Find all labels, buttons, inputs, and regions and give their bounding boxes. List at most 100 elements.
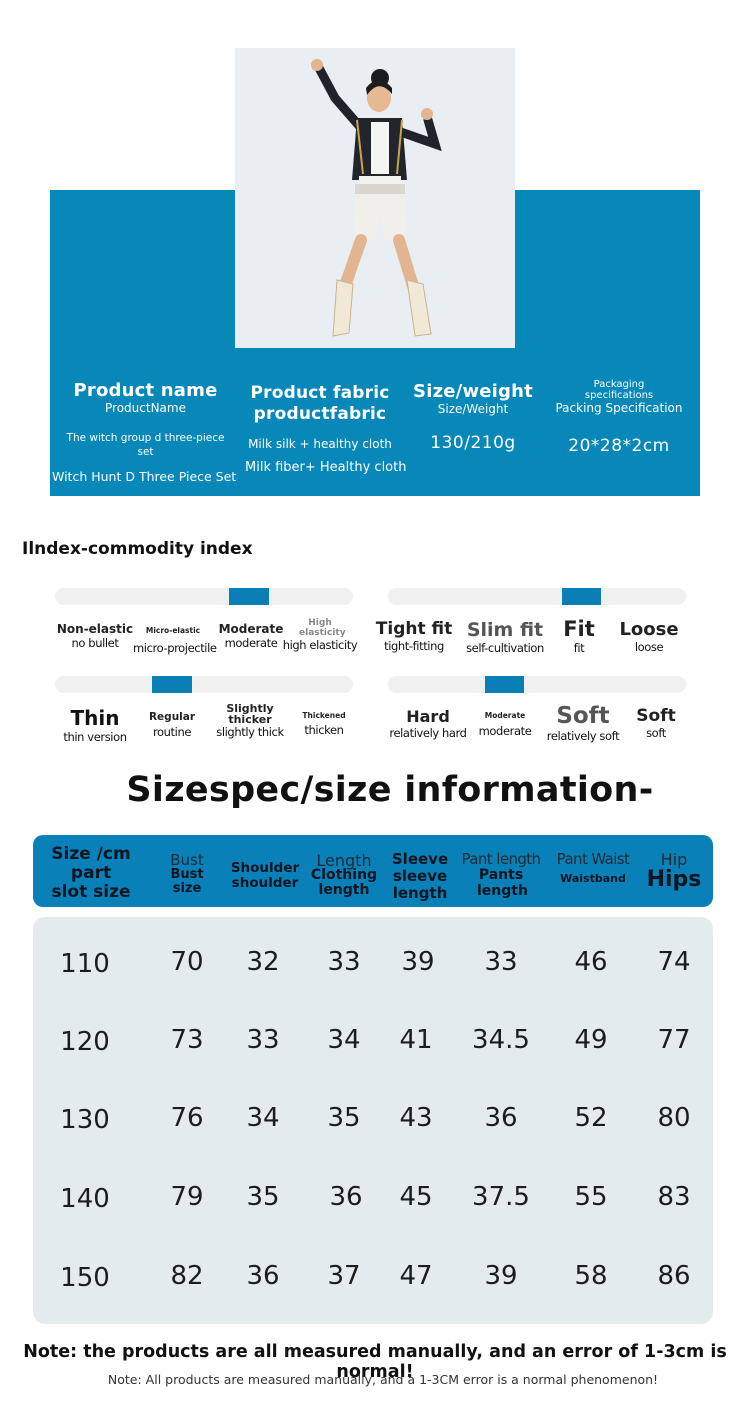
cell-shoulder: 32	[246, 947, 280, 977]
thickness-option: Slightly thicker slightly thick	[216, 702, 284, 739]
header-sleeve: Sleeve sleeve length	[391, 850, 449, 902]
cell-shoulder: 34	[246, 1103, 280, 1133]
elasticity-option: Moderate moderate	[218, 622, 284, 650]
measurement-note-sub: Note: All products are measured manually…	[107, 1372, 659, 1387]
cell-pant-waist: 52	[574, 1103, 608, 1133]
cell-length: 35	[327, 1103, 361, 1133]
product-fabric-title: Product fabric productfabric	[250, 383, 390, 424]
cell-shoulder: 35	[246, 1182, 280, 1212]
cell-length: 34	[327, 1025, 361, 1055]
cell-shoulder: 36	[246, 1261, 280, 1291]
packing-spec-title: Packaging specifications	[584, 379, 654, 401]
cell-size: 110	[60, 949, 110, 979]
thickness-option: Thin thin version	[63, 706, 127, 744]
cell-length: 33	[327, 947, 361, 977]
softness-option: Soft soft	[636, 706, 676, 740]
cell-pant-waist: 58	[574, 1261, 608, 1291]
header-size: Size /cm part slot size	[51, 844, 131, 902]
softness-option: Hard relatively hard	[389, 707, 467, 740]
fit-track	[388, 588, 686, 605]
cell-sleeve: 45	[399, 1182, 433, 1212]
cell-pant-length: 36	[484, 1103, 518, 1133]
cell-hip: 83	[657, 1182, 691, 1212]
size-weight-column: Size/weight Size/Weight 130/210g	[408, 381, 538, 453]
measurement-note: Note: the products are all measured manu…	[23, 1342, 727, 1382]
thickness-track	[55, 676, 353, 693]
size-weight-value: 130/210g	[430, 433, 516, 453]
cell-bust: 79	[170, 1182, 204, 1212]
cell-bust: 70	[170, 947, 204, 977]
elasticity-marker	[229, 588, 269, 605]
header-pant-waist: Pant Waist Waistband	[556, 850, 630, 886]
header-shoulder: Shoulder shoulder	[230, 860, 300, 891]
cell-sleeve: 41	[399, 1025, 433, 1055]
softness-option: Moderate moderate	[478, 711, 532, 738]
commodity-index-title: Ilndex-commodity index	[22, 539, 253, 559]
elasticity-option: Non-elastic no bullet	[56, 622, 134, 650]
packing-spec-subtitle: Packing Specification	[555, 401, 683, 415]
cell-bust: 82	[170, 1261, 204, 1291]
product-fabric-value-en: Milk fiber+ Healthy cloth	[245, 460, 407, 475]
cell-pant-length: 33	[484, 947, 518, 977]
cell-size: 130	[60, 1105, 110, 1135]
product-name-subtitle: ProductName	[105, 401, 186, 415]
table-row: 140 79 35 36 45 37.5 55 83	[33, 1177, 713, 1217]
cell-pant-waist: 49	[574, 1025, 608, 1055]
table-row: 120 73 33 34 41 34.5 49 77	[33, 1020, 713, 1060]
cell-sleeve: 43	[399, 1103, 433, 1133]
thickness-option: Regular routine	[148, 711, 196, 739]
header-length: Length Clothing length	[310, 851, 378, 898]
cell-pant-waist: 55	[574, 1182, 608, 1212]
cell-shoulder: 33	[246, 1025, 280, 1055]
model-figure-illustration	[235, 48, 515, 348]
header-pant-length: Pant length Pants length	[461, 850, 542, 900]
size-weight-title: Size/weight	[413, 381, 533, 402]
cell-hip: 77	[657, 1025, 691, 1055]
size-table-header: Size /cm part slot size Bust Bust size S…	[33, 835, 713, 907]
cell-size: 120	[60, 1027, 110, 1057]
cell-hip: 80	[657, 1103, 691, 1133]
size-weight-subtitle: Size/Weight	[437, 402, 509, 416]
fit-option: Fit fit	[563, 617, 595, 655]
cell-length: 36	[329, 1182, 363, 1212]
cell-bust: 73	[170, 1025, 204, 1055]
cell-hip: 86	[657, 1261, 691, 1291]
size-info-title: Sizespec/size information-	[126, 770, 654, 810]
product-fabric-value: Milk silk + healthy cloth	[248, 437, 392, 451]
softness-option: Soft relatively soft	[546, 703, 620, 743]
product-name-value-en: Witch Hunt D Three Piece Set	[52, 469, 237, 484]
table-row: 130 76 34 35 43 36 52 80	[33, 1098, 713, 1138]
elasticity-track	[55, 588, 353, 605]
packing-spec-value: 20*28*2cm	[568, 436, 670, 456]
fit-marker	[562, 588, 601, 605]
thickness-marker	[152, 676, 192, 693]
cell-pant-length: 39	[484, 1261, 518, 1291]
cell-length: 37	[327, 1261, 361, 1291]
size-table-body: 110 70 32 33 39 33 46 74 120 73 33 34 41…	[33, 917, 713, 1324]
softness-track	[388, 676, 686, 693]
cell-sleeve: 47	[399, 1261, 433, 1291]
cell-sleeve: 39	[401, 947, 435, 977]
header-bust: Bust Bust size	[170, 851, 204, 896]
product-fabric-column: Product fabric productfabric Milk silk +…	[245, 383, 407, 476]
product-name-column: Product name ProductName The witch group…	[52, 380, 236, 485]
cell-pant-waist: 46	[574, 947, 608, 977]
cell-pant-length: 34.5	[472, 1025, 530, 1055]
header-hip: Hip Hips	[646, 850, 702, 893]
fit-option: Slim fit self-cultivation	[466, 619, 544, 655]
cell-hip: 74	[657, 947, 691, 977]
product-photo	[235, 48, 515, 348]
product-name-title: Product name	[73, 380, 218, 401]
elasticity-option: High elasticity high elasticity	[282, 618, 358, 652]
packing-spec-column: Packaging specifications Packing Specifi…	[555, 379, 683, 456]
thickness-option: Thickened thicken	[302, 711, 346, 737]
cell-bust: 76	[170, 1103, 204, 1133]
fit-option: Loose loose	[619, 619, 679, 654]
cell-size: 140	[60, 1184, 110, 1214]
fit-option: Tight fit tight-fitting	[375, 619, 453, 653]
cell-size: 150	[60, 1263, 110, 1293]
product-name-value: The witch group d three-piece set	[66, 432, 225, 458]
cell-pant-length: 37.5	[472, 1182, 530, 1212]
softness-marker	[485, 676, 524, 693]
elasticity-option: Micro-elastic micro-projectile	[133, 626, 217, 655]
